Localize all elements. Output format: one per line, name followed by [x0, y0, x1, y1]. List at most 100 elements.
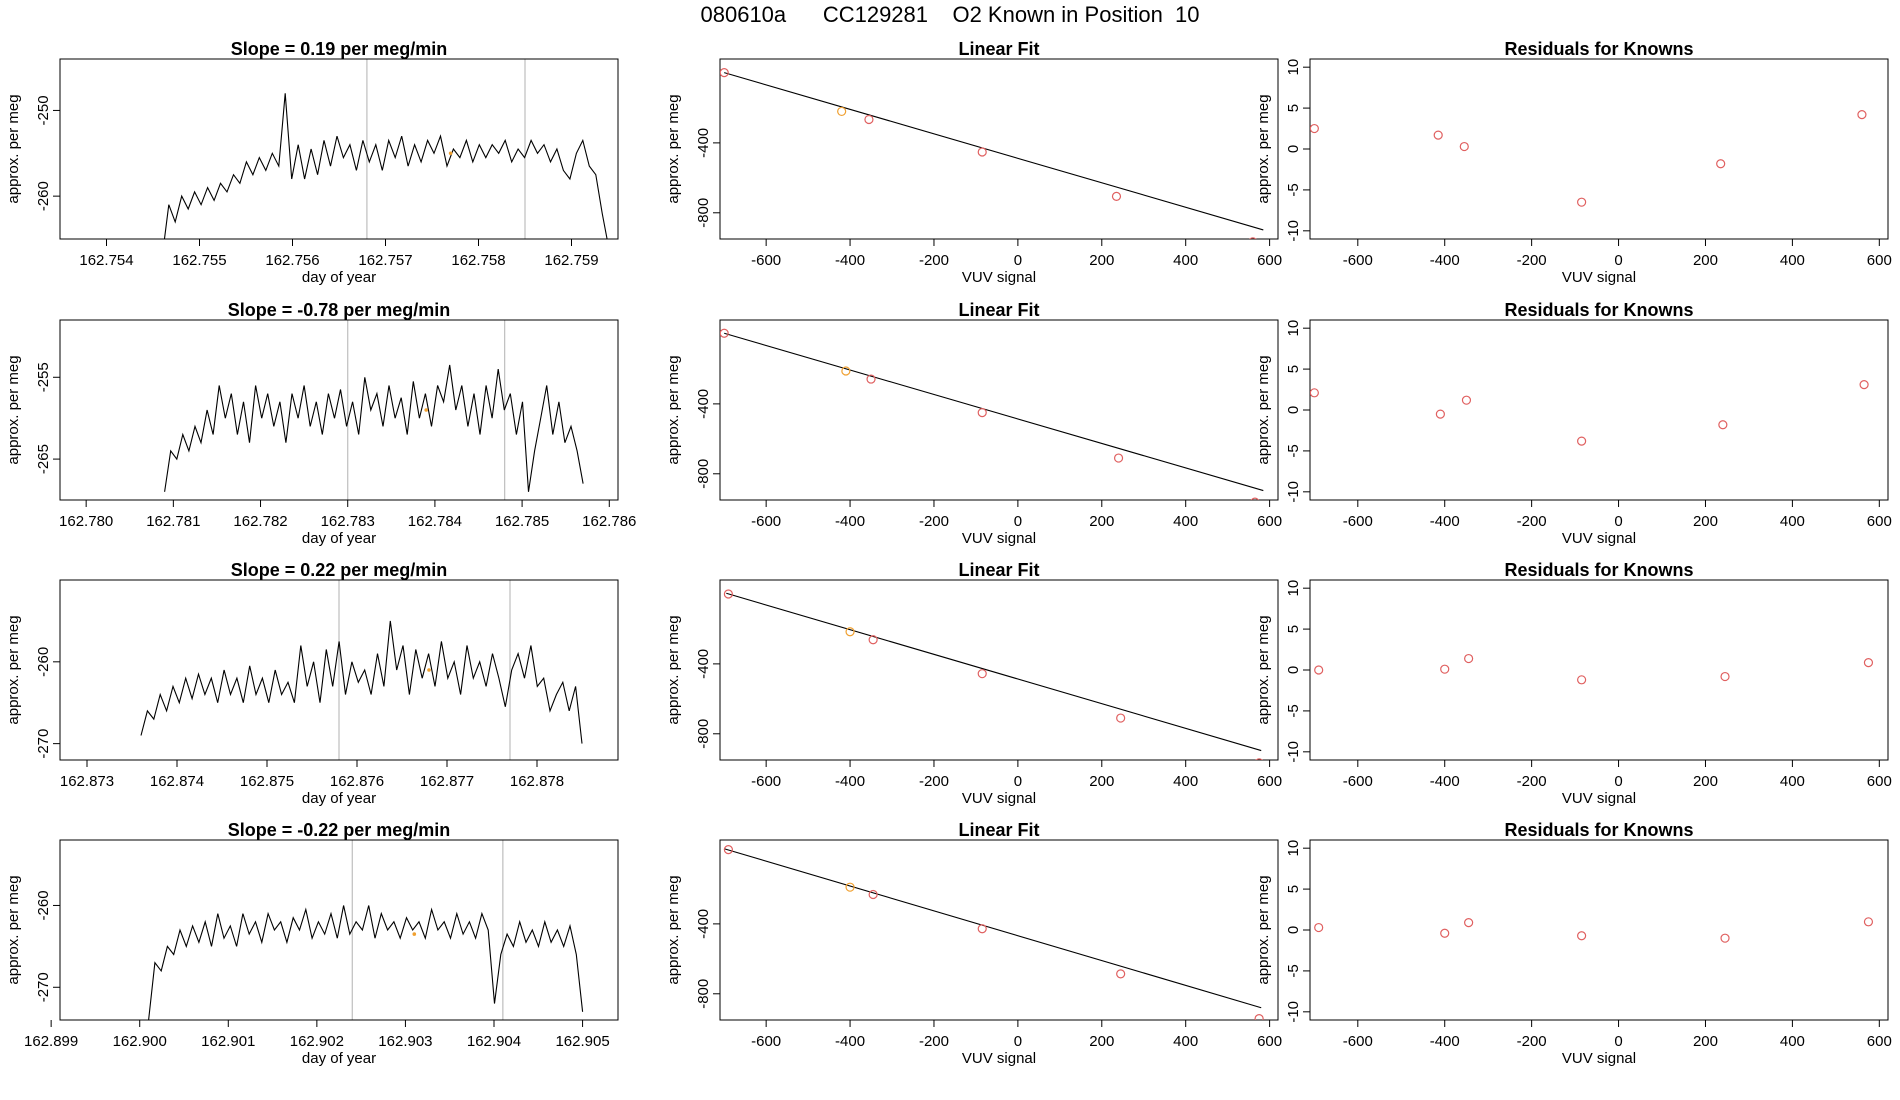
y-axis-label: approx. per meg — [665, 875, 682, 984]
y-tick-label: 5 — [1285, 104, 1302, 112]
y-tick-label: -5 — [1285, 183, 1302, 196]
panel-2-1: Residuals for Knowns -600 -400 -200 0 200 400 6… — [1255, 300, 1892, 547]
y-axis-label: approx. per meg — [5, 355, 22, 464]
x-tick-label: 600 — [1867, 1033, 1892, 1050]
x-tick-label: -600 — [751, 252, 781, 269]
highlight-point — [841, 366, 851, 376]
x-tick-label: 162.877 — [420, 773, 474, 790]
y-tick-label: -10 — [1285, 1001, 1302, 1023]
x-tick-label: -400 — [1430, 513, 1460, 530]
data-point — [1718, 420, 1728, 430]
x-axis-label: day of year — [302, 530, 376, 547]
data-point — [1310, 388, 1319, 398]
panel-0-3: Slope = -0.22 per meg/min 162.899 162.900 1… — [5, 820, 619, 1067]
data-point — [1716, 159, 1726, 169]
panel-title: Slope = -0.22 per meg/min — [228, 820, 451, 840]
x-tick-label: 200 — [1693, 513, 1718, 530]
data-point — [720, 328, 729, 338]
highlight-point — [845, 882, 855, 892]
data-point — [1577, 931, 1587, 941]
x-tick-label: 162.876 — [330, 773, 384, 790]
data-point — [1116, 713, 1126, 723]
x-tick-label: -400 — [835, 1033, 865, 1050]
data-point — [1577, 675, 1587, 685]
series-line — [140, 620, 583, 744]
x-tick-label: 162.755 — [172, 252, 226, 269]
y-tick-label: -800 — [695, 459, 712, 489]
data-layer — [723, 589, 1263, 760]
data-layer — [1310, 110, 1867, 207]
fit-line — [726, 592, 1262, 752]
y-axis-label: approx. per meg — [5, 94, 22, 203]
data-layer — [723, 845, 1264, 1020]
x-axis-label: VUV signal — [962, 530, 1036, 547]
y-tick-label: -400 — [695, 128, 712, 158]
y-axis-label: approx. per meg — [5, 615, 22, 724]
x-tick-label: 162.780 — [59, 513, 113, 530]
y-tick-label: 0 — [1285, 145, 1302, 153]
data-point — [1310, 123, 1319, 134]
data-point — [1857, 110, 1867, 120]
panel-title: Slope = 0.19 per meg/min — [231, 39, 448, 59]
highlight-point — [412, 932, 417, 936]
data-point — [1314, 665, 1324, 675]
plot-frame — [59, 58, 619, 240]
x-tick-label: -600 — [1343, 252, 1373, 269]
x-tick-label: 200 — [1693, 252, 1718, 269]
y-axis-label: approx. per meg — [5, 875, 22, 984]
plot-frame — [1309, 319, 1889, 501]
x-tick-label: 162.875 — [240, 773, 294, 790]
y-tick-label: -255 — [35, 362, 52, 392]
fit-line — [724, 848, 1262, 1009]
panel-2-0: Residuals for Knowns -600 -400 -200 0 200 400 6… — [1255, 39, 1892, 286]
y-tick-label: 5 — [1285, 885, 1302, 893]
data-point — [1720, 671, 1730, 682]
data-layer — [720, 328, 1264, 500]
y-tick-label: 10 — [1285, 840, 1302, 857]
y-axis-label: approx. per meg — [1255, 355, 1272, 464]
x-tick-label: 162.901 — [201, 1033, 255, 1050]
y-axis-label: approx. per meg — [1255, 94, 1272, 203]
data-point — [1461, 395, 1472, 405]
plot-frame — [1309, 839, 1889, 1021]
y-tick-label: -400 — [695, 389, 712, 419]
x-tick-label: -400 — [1430, 773, 1460, 790]
panel-1-0: Linear Fit -600 -400 -200 0 200 400 600 VUV sign… — [665, 39, 1282, 286]
x-tick-label: 162.785 — [495, 513, 549, 530]
x-tick-label: 162.784 — [408, 513, 462, 530]
x-tick-label: 162.786 — [582, 513, 636, 530]
x-tick-label: -400 — [835, 513, 865, 530]
data-point — [1111, 191, 1122, 201]
highlight-point — [837, 106, 847, 117]
panel-title: Linear Fit — [958, 560, 1039, 580]
highlight-point — [427, 668, 431, 672]
x-tick-label: 600 — [1257, 513, 1282, 530]
x-tick-label: 600 — [1867, 252, 1892, 269]
data-point — [1314, 922, 1324, 933]
x-tick-label: 0 — [1614, 252, 1622, 269]
data-point — [1250, 497, 1260, 500]
data-point — [1435, 409, 1445, 419]
x-tick-label: -600 — [751, 513, 781, 530]
data-point — [723, 845, 733, 855]
data-point — [1254, 1014, 1264, 1020]
x-tick-label: 162.758 — [451, 252, 505, 269]
x-axis-label: day of year — [302, 269, 376, 286]
data-point — [1577, 197, 1587, 207]
x-tick-label: 0 — [1614, 1033, 1622, 1050]
x-tick-label: 162.878 — [510, 773, 564, 790]
plot-frame — [719, 579, 1279, 761]
y-axis-label: approx. per meg — [665, 94, 682, 203]
x-axis-label: VUV signal — [1562, 269, 1636, 286]
plot-frame — [719, 58, 1279, 240]
highlight-point — [845, 627, 855, 637]
x-axis-label: day of year — [302, 790, 376, 807]
panel-2-2: Residuals for Knowns -600 -400 -200 0 200 400 6… — [1255, 560, 1892, 807]
data-point — [1577, 436, 1587, 446]
y-tick-label: -270 — [35, 972, 52, 1002]
data-point — [977, 669, 987, 679]
y-tick-label: -5 — [1285, 964, 1302, 977]
data-point — [868, 889, 878, 900]
data-point — [1440, 928, 1450, 938]
